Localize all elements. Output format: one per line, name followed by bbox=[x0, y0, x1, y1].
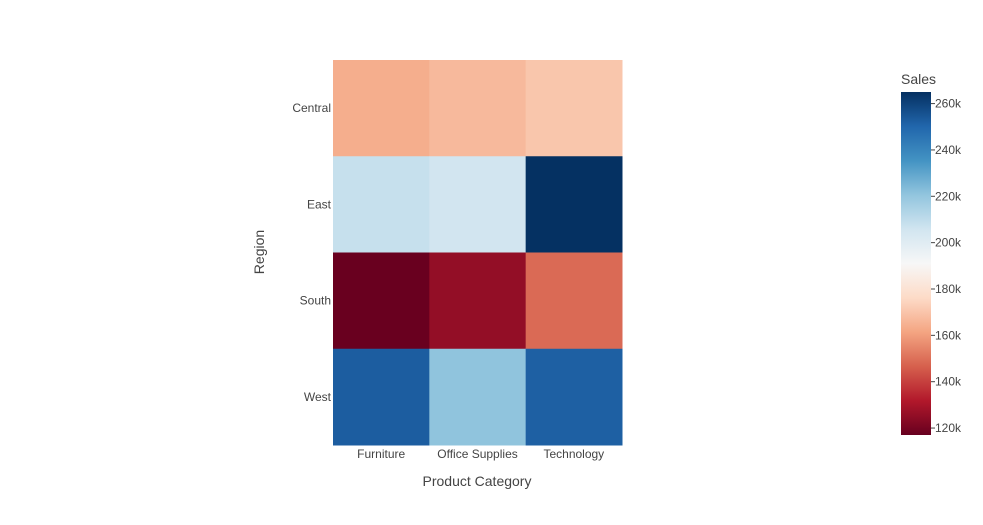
y-tick-label: West bbox=[304, 390, 332, 404]
colorbar-tick-label: 140k bbox=[935, 375, 962, 389]
colorbar-tick-label: 240k bbox=[935, 143, 962, 157]
x-axis-title: Product Category bbox=[423, 473, 532, 489]
heatmap-cell[interactable] bbox=[333, 156, 430, 253]
colorbar-tick-label: 120k bbox=[935, 421, 962, 435]
y-axis-title: Region bbox=[251, 230, 267, 274]
colorbar-tick-label: 160k bbox=[935, 328, 962, 342]
x-tick-label: Office Supplies bbox=[437, 447, 518, 461]
heatmap-cell[interactable] bbox=[525, 252, 623, 350]
y-tick-label: East bbox=[307, 197, 332, 211]
y-tick-label: South bbox=[300, 294, 331, 308]
heatmap-cell[interactable] bbox=[429, 156, 527, 253]
heatmap-cell[interactable] bbox=[333, 252, 430, 350]
heatmap-cell[interactable] bbox=[525, 60, 623, 157]
heatmap-cell[interactable] bbox=[429, 60, 527, 157]
colorbar-ticks: 120k 140k 160k 180k 200k 220k 240k 260k bbox=[931, 97, 962, 435]
colorbar-tick-label: 200k bbox=[935, 236, 962, 250]
heatmap-cell[interactable] bbox=[525, 348, 623, 446]
x-tick-label: Furniture bbox=[357, 447, 405, 461]
heatmap-cells bbox=[333, 60, 623, 446]
x-axis-ticks: Furniture Office Supplies Technology bbox=[357, 447, 604, 461]
colorbar-tick-label: 220k bbox=[935, 189, 962, 203]
x-tick-label: Technology bbox=[543, 447, 604, 461]
colorbar bbox=[901, 92, 931, 435]
heatmap-cell[interactable] bbox=[333, 348, 430, 446]
heatmap-cell[interactable] bbox=[525, 156, 623, 253]
colorbar-tick-label: 180k bbox=[935, 282, 962, 296]
heatmap-cell[interactable] bbox=[429, 252, 527, 350]
colorbar-title: Sales bbox=[901, 71, 936, 87]
heatmap-cell[interactable] bbox=[333, 60, 430, 157]
y-tick-label: Central bbox=[292, 101, 331, 115]
y-axis-ticks: Central East South West bbox=[292, 101, 331, 404]
colorbar-tick-label: 260k bbox=[935, 97, 962, 111]
heatmap-cell[interactable] bbox=[429, 348, 527, 446]
